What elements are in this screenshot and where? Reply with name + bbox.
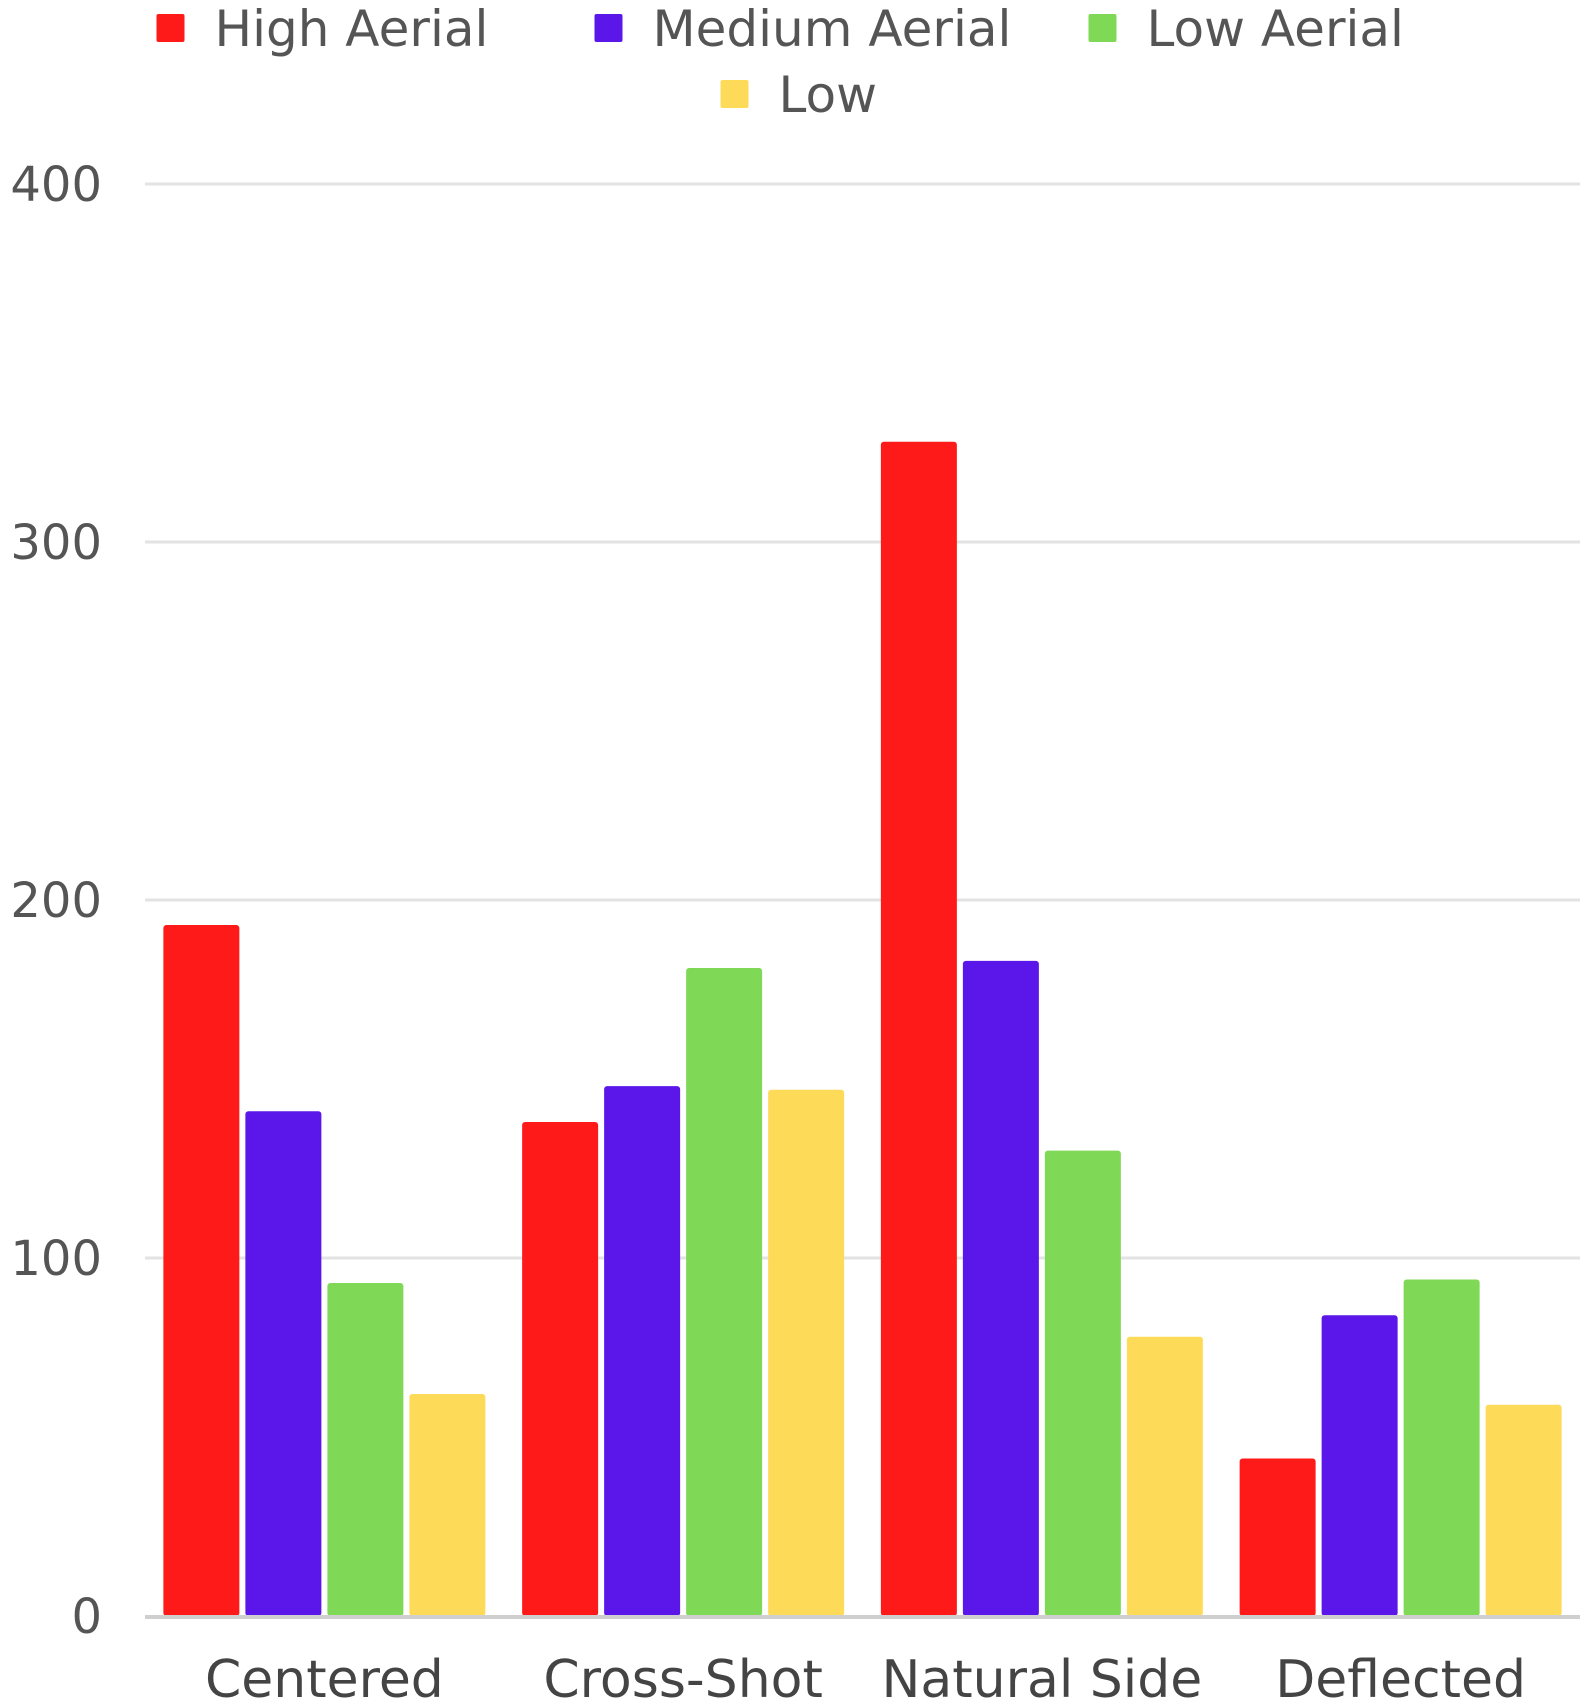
bar-low — [1485, 1404, 1562, 1616]
x-category-label: Deflected — [1275, 1650, 1526, 1700]
bar-medium-aerial — [962, 960, 1039, 1616]
bar-high-aerial — [522, 1121, 599, 1616]
bars — [163, 441, 1562, 1616]
bar-medium-aerial — [1321, 1315, 1398, 1616]
legend-label-medium-aerial: Medium Aerial — [653, 0, 1012, 58]
y-axis-ticks: 0 100 200 300 400 — [10, 157, 102, 1645]
bar-medium-aerial — [245, 1111, 322, 1616]
bar-low-aerial — [686, 968, 763, 1616]
x-axis-categories: Centered Cross-Shot Natural Side Deflected — [205, 1650, 1526, 1700]
x-category-label: Cross-Shot — [543, 1650, 822, 1700]
legend-label-low: Low — [779, 66, 877, 124]
y-tick-label: 0 — [71, 1589, 102, 1645]
legend-swatch-low-aerial — [1088, 14, 1117, 42]
bar-low-aerial — [327, 1283, 404, 1616]
bar-medium-aerial — [604, 1086, 681, 1616]
legend-label-high-aerial: High Aerial — [215, 0, 489, 58]
bar-low-aerial — [1403, 1279, 1480, 1616]
bar-high-aerial — [880, 441, 957, 1616]
x-category-label: Centered — [205, 1650, 444, 1700]
legend-swatch-medium-aerial — [594, 14, 623, 42]
bar-high-aerial — [163, 925, 240, 1616]
x-category-label: Natural Side — [881, 1650, 1202, 1700]
legend-swatch-low — [720, 80, 749, 108]
bar-low — [409, 1394, 486, 1616]
legend: High Aerial Medium Aerial Low Aerial Low — [156, 0, 1404, 124]
y-tick-label: 100 — [10, 1231, 102, 1287]
y-tick-label: 300 — [10, 515, 102, 571]
bar-high-aerial — [1239, 1458, 1316, 1616]
y-tick-label: 400 — [10, 157, 102, 213]
gridlines — [145, 182, 1580, 1260]
bar-low — [768, 1089, 845, 1616]
y-tick-label: 200 — [10, 873, 102, 929]
bar-low-aerial — [1044, 1150, 1121, 1616]
bar-low — [1126, 1336, 1203, 1616]
legend-swatch-high-aerial — [156, 14, 185, 42]
legend-label-low-aerial: Low Aerial — [1147, 0, 1404, 58]
